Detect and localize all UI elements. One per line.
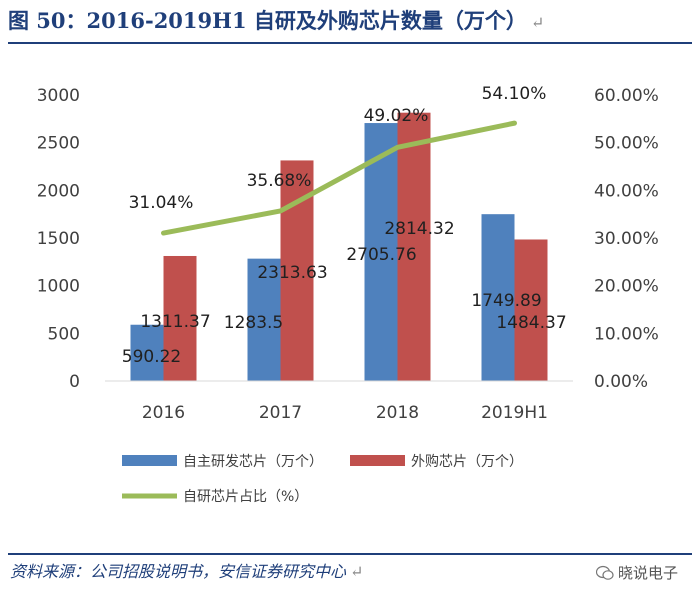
- figure-title-text: 图 50：2016-2019H1 自研及外购芯片数量（万个）: [8, 8, 527, 33]
- return-mark: ↵: [530, 13, 545, 32]
- x-tick-label: 2018: [376, 403, 419, 423]
- source-note: 资料来源：公司招股说明书，安信证券研究中心 ↵: [10, 558, 363, 586]
- data-label-self-developed: 2705.76: [346, 245, 416, 265]
- y-right-tick-label: 40.00%: [594, 181, 659, 201]
- data-label-purchased: 2313.63: [257, 263, 327, 283]
- data-label-self-developed: 1283.5: [224, 313, 283, 333]
- x-tick-label: 2016: [142, 403, 185, 423]
- data-label-ratio: 54.10%: [482, 84, 547, 104]
- watermark: 晓说电子: [595, 560, 678, 586]
- y-right-tick-label: 60.00%: [594, 86, 659, 106]
- y-right-tick-label: 30.00%: [594, 229, 659, 249]
- source-text: 资料来源：公司招股说明书，安信证券研究中心: [10, 562, 347, 581]
- y-left-tick-label: 1500: [37, 229, 80, 249]
- x-tick-label: 2017: [259, 403, 302, 423]
- data-label-ratio: 49.02%: [364, 106, 429, 126]
- legend-label-ratio: 自研芯片占比（%）: [183, 489, 308, 505]
- data-label-purchased: 1311.37: [140, 312, 210, 332]
- data-label-self-developed: 1749.89: [471, 291, 541, 311]
- legend-label-self-developed: 自主研发芯片（万个）: [183, 454, 323, 470]
- y-left-tick-label: 2500: [37, 134, 80, 154]
- y-left-tick-label: 3000: [37, 86, 80, 106]
- data-label-purchased: 1484.37: [496, 313, 566, 333]
- source-rule: [8, 553, 692, 555]
- y-left-tick-label: 2000: [37, 181, 80, 201]
- y-right-tick-label: 20.00%: [594, 277, 659, 297]
- data-label-ratio: 35.68%: [247, 171, 312, 191]
- return-mark-source: ↵: [350, 562, 364, 581]
- bar-self-developed: [130, 324, 164, 381]
- bar-self-developed: [247, 258, 281, 381]
- legend-swatch-self-developed: [122, 455, 177, 466]
- y-right-tick-label: 50.00%: [594, 134, 659, 154]
- watermark-text: 晓说电子: [617, 564, 678, 582]
- chart: 0 500 1000 1500 2000 2500 3000 0.00% 10.00% 20.00…: [37, 84, 659, 505]
- y-left-tick-label: 500: [48, 324, 80, 344]
- bar-purchased: [514, 239, 548, 381]
- y-left-tick-label: 0: [69, 372, 80, 392]
- data-label-purchased: 2814.32: [384, 219, 454, 239]
- bar-self-developed: [364, 123, 398, 382]
- bar-purchased: [397, 112, 431, 382]
- y-right-tick-label: 0.00%: [594, 372, 648, 392]
- y-left-tick-label: 1000: [37, 277, 80, 297]
- data-label-self-developed: 590.22: [122, 347, 181, 367]
- legend-label-purchased: 外购芯片（万个）: [411, 454, 523, 470]
- ratio-line: [161, 120, 517, 236]
- wechat-icon: [595, 565, 614, 580]
- title-rule: [8, 42, 692, 44]
- x-tick-label: 2019H1: [481, 403, 548, 423]
- legend-swatch-purchased: [350, 455, 405, 466]
- y-right-tick-label: 10.00%: [594, 324, 659, 344]
- bar-purchased: [163, 255, 197, 381]
- figure-title: 图 50：2016-2019H1 自研及外购芯片数量（万个） ↵: [8, 4, 698, 38]
- bar-self-developed: [481, 214, 515, 381]
- data-label-ratio: 31.04%: [129, 193, 194, 213]
